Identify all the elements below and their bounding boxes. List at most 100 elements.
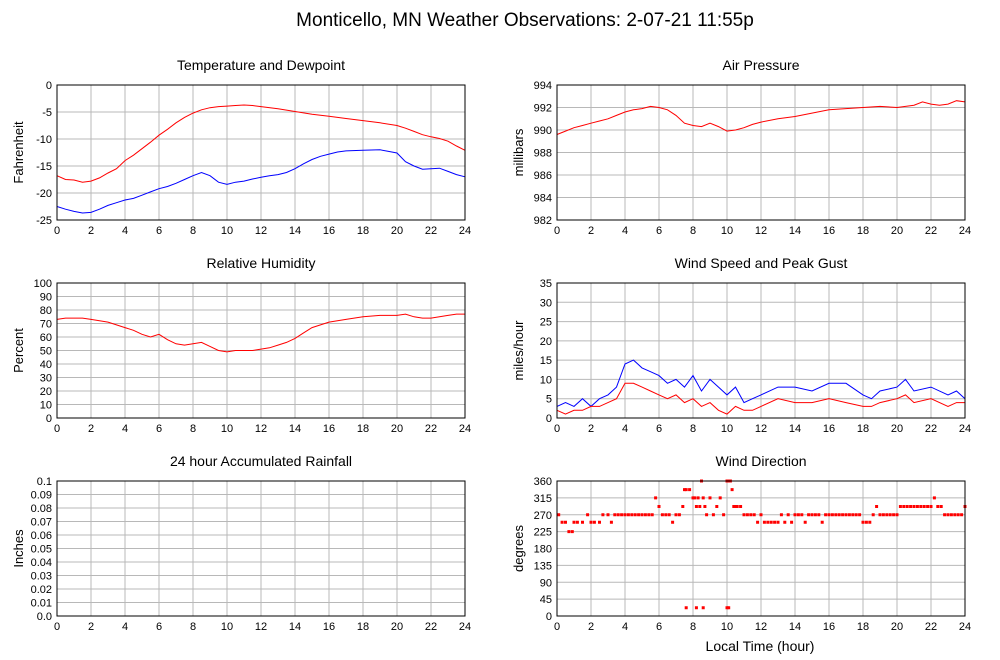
data-point bbox=[878, 513, 882, 517]
data-point bbox=[830, 513, 834, 517]
y-tick-label: 135 bbox=[534, 560, 552, 572]
data-point bbox=[847, 513, 851, 517]
x-tick-label: 14 bbox=[789, 423, 801, 435]
x-tick-label: 16 bbox=[323, 423, 335, 435]
x-tick-label: 16 bbox=[823, 423, 835, 435]
x-tick-label: 22 bbox=[925, 225, 937, 237]
data-point bbox=[841, 513, 845, 517]
x-tick-label: 10 bbox=[721, 225, 733, 237]
data-point bbox=[739, 505, 743, 508]
chart-direction: 0 2 4 6 8 10 12 14 16 18 20 22 240459013518022527031… bbox=[511, 453, 971, 633]
y-tick-label: -20 bbox=[36, 188, 52, 200]
data-point bbox=[949, 513, 953, 517]
data-point bbox=[861, 520, 865, 524]
x-tick-label: 0 bbox=[554, 423, 560, 435]
y-tick-label: 0 bbox=[46, 413, 52, 425]
x-axis-label: Local Time (hour) bbox=[706, 638, 815, 654]
data-point bbox=[827, 513, 831, 517]
series-line-red bbox=[556, 382, 965, 415]
data-point bbox=[630, 513, 634, 517]
x-tick-label: 12 bbox=[755, 423, 767, 435]
x-tick-label: 2 bbox=[588, 621, 594, 633]
data-point bbox=[735, 505, 739, 508]
data-point bbox=[732, 505, 736, 508]
data-point bbox=[912, 505, 916, 508]
data-point bbox=[572, 520, 576, 524]
chart-pressure: 0 2 4 6 8 10 12 14 16 18 20 22 249829849869889909929… bbox=[511, 57, 971, 237]
y-tick-label: 0.1 bbox=[37, 476, 52, 488]
data-point bbox=[564, 520, 567, 524]
y-tick-label: 10 bbox=[540, 374, 552, 386]
x-tick-label: 4 bbox=[122, 621, 128, 633]
x-tick-label: 12 bbox=[755, 621, 767, 633]
data-point bbox=[691, 496, 695, 500]
data-point bbox=[864, 520, 868, 524]
x-tick-label: 10 bbox=[721, 621, 733, 633]
data-point bbox=[722, 513, 726, 517]
x-tick-label: 20 bbox=[391, 621, 403, 633]
x-tick-label: 2 bbox=[88, 423, 94, 435]
x-tick-label: 10 bbox=[221, 423, 233, 435]
data-point bbox=[589, 520, 593, 524]
data-point bbox=[756, 520, 760, 524]
data-point bbox=[715, 505, 719, 508]
x-tick-label: 2 bbox=[88, 621, 94, 633]
data-point bbox=[762, 520, 766, 524]
series-line-red bbox=[56, 104, 466, 183]
data-point bbox=[956, 513, 960, 517]
data-point bbox=[919, 505, 923, 508]
y-tick-label: 80 bbox=[40, 305, 52, 317]
data-point bbox=[567, 530, 571, 534]
data-point bbox=[905, 505, 909, 508]
y-tick-label: 0 bbox=[546, 611, 552, 623]
data-point bbox=[745, 513, 749, 517]
chart-rain: 0 2 4 6 8 10 12 14 16 18 20 22 240.00.010.020.030.04… bbox=[11, 453, 471, 633]
data-point bbox=[609, 520, 613, 524]
data-point bbox=[793, 513, 797, 517]
data-point bbox=[677, 513, 681, 517]
data-point bbox=[888, 513, 892, 517]
data-point bbox=[575, 520, 579, 524]
data-point bbox=[766, 520, 770, 524]
data-point bbox=[560, 520, 564, 524]
data-point bbox=[810, 513, 814, 517]
data-point bbox=[844, 513, 848, 517]
data-point bbox=[730, 488, 734, 492]
data-point bbox=[875, 505, 879, 508]
x-tick-label: 18 bbox=[857, 225, 869, 237]
y-tick-label: 40 bbox=[40, 359, 52, 371]
chart-title: 24 hour Accumulated Rainfall bbox=[170, 453, 352, 469]
data-point bbox=[688, 488, 692, 492]
data-point bbox=[626, 513, 630, 517]
y-tick-label: 0.07 bbox=[31, 517, 52, 529]
x-tick-label: 22 bbox=[425, 621, 437, 633]
x-tick-label: 24 bbox=[459, 225, 471, 237]
y-tick-label: 225 bbox=[534, 527, 552, 539]
x-tick-label: 18 bbox=[857, 621, 869, 633]
data-point bbox=[895, 513, 899, 517]
data-point bbox=[696, 496, 700, 500]
data-point bbox=[718, 496, 722, 500]
y-tick-label: -25 bbox=[36, 215, 52, 227]
chart-title: Air Pressure bbox=[722, 57, 799, 73]
x-tick-label: 4 bbox=[622, 621, 628, 633]
data-point bbox=[742, 513, 746, 517]
plot-frame bbox=[556, 84, 966, 221]
y-tick-label: 0.04 bbox=[31, 557, 52, 569]
plot-frame bbox=[56, 282, 466, 419]
y-tick-label: 0.02 bbox=[31, 584, 52, 596]
data-point bbox=[881, 513, 885, 517]
plot-frame bbox=[556, 282, 966, 419]
data-point bbox=[701, 606, 705, 610]
data-point bbox=[902, 505, 906, 508]
data-point bbox=[586, 513, 590, 517]
y-tick-label: 180 bbox=[534, 544, 552, 556]
x-tick-label: 2 bbox=[588, 423, 594, 435]
data-point bbox=[674, 513, 678, 517]
data-point bbox=[693, 496, 697, 500]
x-tick-label: 8 bbox=[190, 621, 196, 633]
y-tick-label: 0.08 bbox=[31, 503, 52, 515]
data-point bbox=[606, 513, 610, 517]
data-point bbox=[769, 520, 773, 524]
